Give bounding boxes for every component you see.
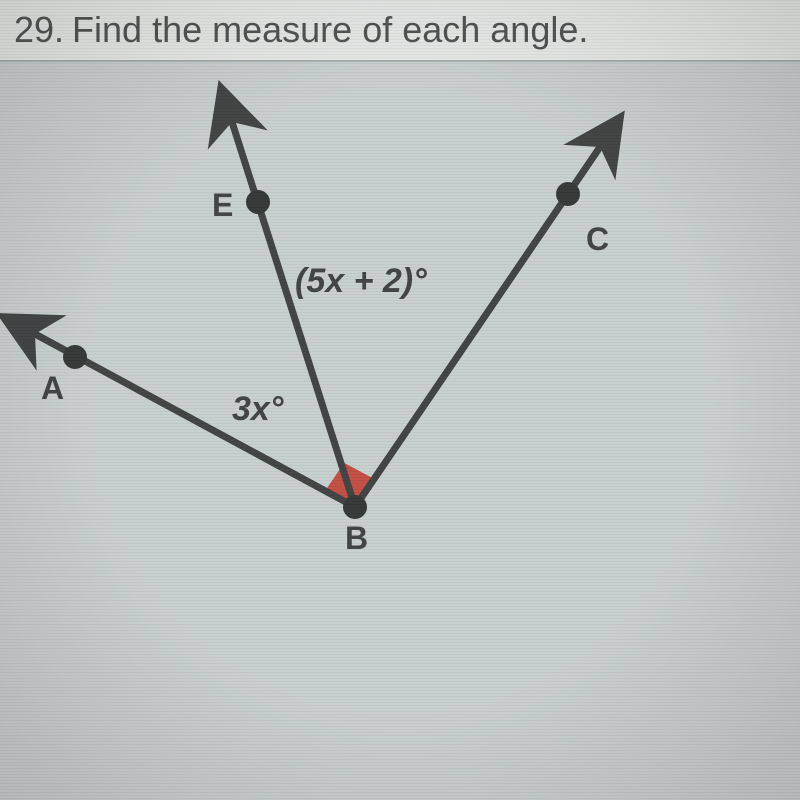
- point-e: [246, 190, 270, 214]
- point-c: [556, 182, 580, 206]
- question-header: 29. Find the measure of each angle.: [0, 0, 800, 62]
- question-prompt: Find the measure of each angle.: [72, 9, 588, 51]
- point-a: [63, 345, 87, 369]
- label-e: E: [212, 187, 233, 223]
- label-b: B: [345, 520, 368, 556]
- diagram-canvas: A E C B 3x° (5x + 2)°: [0, 62, 800, 800]
- point-b: [343, 495, 367, 519]
- question-number: 29.: [14, 9, 64, 51]
- angle-label-1: (5x + 2)°: [295, 262, 427, 300]
- angle-diagram: A E C B 3x° (5x + 2)°: [0, 62, 800, 800]
- angle-label-0: 3x°: [232, 390, 284, 428]
- label-a: A: [41, 370, 64, 406]
- label-c: C: [586, 221, 609, 257]
